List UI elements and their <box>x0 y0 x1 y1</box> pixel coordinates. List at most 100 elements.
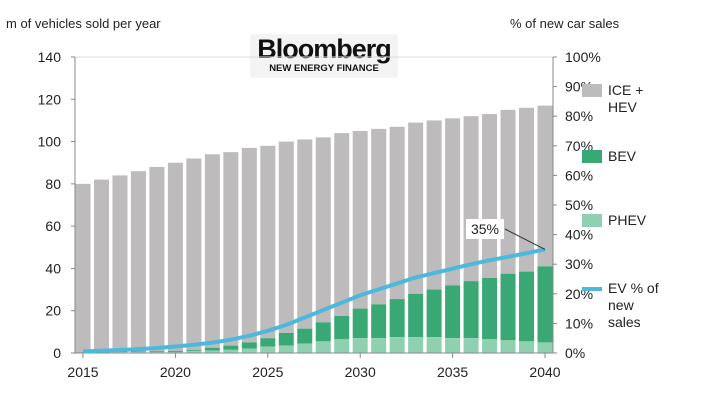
legend-ice-line1: ICE + <box>608 82 644 98</box>
annotation-box <box>466 219 504 239</box>
bar-phev <box>223 349 239 353</box>
bar-ice-hev <box>278 141 294 333</box>
bar-phev <box>278 345 294 353</box>
bar-phev <box>426 337 442 353</box>
bar-bev <box>482 277 498 340</box>
bar-ice-hev <box>93 179 109 352</box>
bar-bev <box>167 350 183 352</box>
bar-bev <box>371 304 387 339</box>
bar-bev <box>352 308 368 339</box>
bar-ice-hev <box>463 116 479 282</box>
right-tick-label: 10% <box>565 315 593 331</box>
x-tick-label: 2040 <box>529 364 560 380</box>
bar-ice-hev <box>408 122 424 294</box>
left-axis-title: m of vehicles sold per year <box>6 16 161 31</box>
left-tick-label: 20 <box>45 303 61 319</box>
logo-sub: NEW ENERGY FINANCE <box>269 63 379 74</box>
bar-bev <box>463 281 479 339</box>
bar-bev <box>519 271 535 342</box>
bar-ice-hev <box>112 175 128 352</box>
bar-ice-hev <box>75 183 91 353</box>
legend-ev-line2: new <box>608 297 634 313</box>
right-tick-label: 60% <box>565 167 593 183</box>
bar-ice-hev <box>241 147 257 343</box>
bar-phev <box>167 351 183 353</box>
right-tick-label: 70% <box>565 138 593 154</box>
bar-phev <box>537 342 553 353</box>
bar-bev <box>278 332 294 346</box>
bar-ice-hev <box>426 120 442 290</box>
bar-ice-hev <box>315 137 331 323</box>
logo-brand: Bloomberg <box>257 34 392 64</box>
legend-ice: ICE + HEV <box>608 82 643 116</box>
legend-ev: EV % of new sales <box>608 280 659 331</box>
bar-ice-hev <box>167 162 183 351</box>
x-tick-label: 2035 <box>437 364 468 380</box>
bar-bev <box>223 345 239 350</box>
left-tick-label: 60 <box>45 218 61 234</box>
right-tick-label: 30% <box>565 256 593 272</box>
bar-ice-hev <box>149 166 165 352</box>
bar-ice-hev <box>445 118 461 286</box>
bar-ice-hev <box>500 109 516 274</box>
bar-phev <box>352 338 368 353</box>
bar-ice-hev <box>482 114 498 278</box>
bar-bev <box>500 273 516 341</box>
bar-phev <box>241 348 257 353</box>
ev-share-line <box>82 247 546 354</box>
bar-bev <box>315 322 331 342</box>
bar-phev <box>371 338 387 353</box>
bar-bev <box>408 293 424 338</box>
bar-bev <box>537 266 553 343</box>
bar-ice-hev <box>186 158 202 350</box>
bar-bev <box>426 289 442 338</box>
left-tick-label: 120 <box>38 91 62 107</box>
x-tick-label: 2025 <box>252 364 283 380</box>
bar-ice-hev <box>260 145 276 339</box>
bar-bev <box>149 351 165 352</box>
bar-phev <box>463 338 479 353</box>
bar-ice-hev <box>297 139 313 329</box>
bar-bev <box>297 328 313 344</box>
bar-phev <box>482 339 498 353</box>
legend-bev: BEV <box>608 148 637 164</box>
bar-bev <box>241 342 257 349</box>
bar-phev <box>408 337 424 353</box>
bar-phev <box>389 337 405 353</box>
bar-phev <box>260 346 276 353</box>
annotation-35-percent: 35% <box>471 221 499 237</box>
legend-swatch-ice <box>582 84 602 97</box>
bar-phev <box>445 338 461 353</box>
plot-frame <box>74 56 554 354</box>
bar-ice-hev <box>130 171 146 352</box>
right-tick-label: 0% <box>565 345 585 361</box>
bar-bev <box>130 351 146 353</box>
bar-ice-hev <box>334 133 350 316</box>
x-tick-label: 2015 <box>67 364 98 380</box>
right-axis-title: % of new car sales <box>510 16 620 31</box>
x-tick-label: 2030 <box>345 364 376 380</box>
left-tick-label: 140 <box>38 49 62 65</box>
right-tick-label: 80% <box>565 108 593 124</box>
legend-swatch-bev <box>582 150 602 163</box>
bar-ice-hev <box>371 128 387 305</box>
bar-ice-hev <box>223 152 239 346</box>
bar-ice-hev <box>204 154 220 348</box>
annotation-leader <box>504 228 546 250</box>
bar-phev <box>315 341 331 353</box>
right-tick-label: 100% <box>565 49 601 65</box>
legend-swatch-phev <box>582 214 602 227</box>
legend-ev-line3: sales <box>608 314 641 330</box>
right-tick-label: 50% <box>565 197 593 213</box>
bar-bev <box>204 347 220 351</box>
bar-phev <box>204 350 220 353</box>
left-tick-label: 40 <box>45 260 61 276</box>
bar-phev <box>186 350 202 353</box>
left-tick-label: 100 <box>38 134 62 150</box>
bar-phev <box>500 340 516 353</box>
bar-phev <box>519 341 535 353</box>
left-tick-label: 80 <box>45 176 61 192</box>
bar-bev <box>260 338 276 347</box>
bar-bev <box>186 349 202 351</box>
